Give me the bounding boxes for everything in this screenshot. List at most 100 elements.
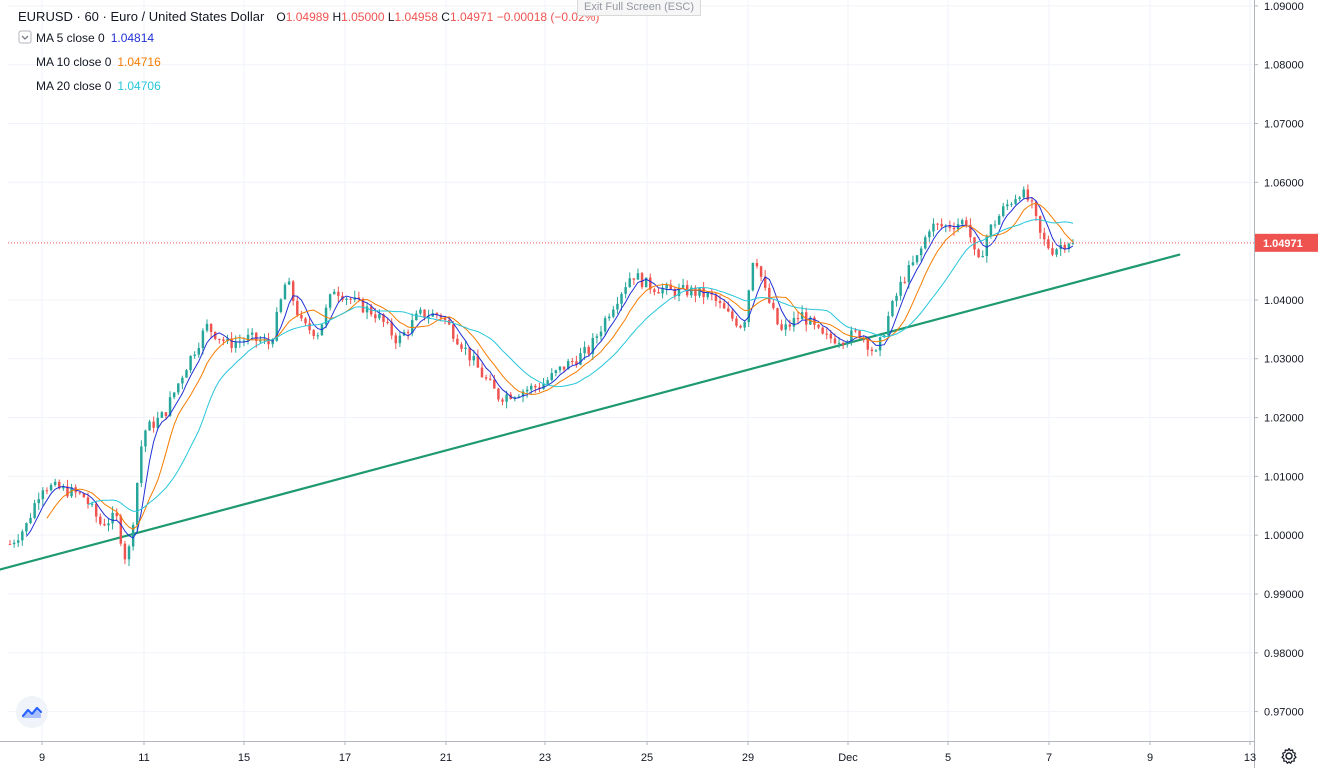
candle	[300, 310, 303, 322]
candle	[735, 316, 738, 328]
indicator-row-ma5[interactable]: MA 5 close 0 1.04814	[18, 26, 599, 50]
candle	[304, 317, 307, 326]
tradingview-logo-icon[interactable]	[16, 696, 48, 728]
candle	[337, 286, 340, 302]
candle	[472, 349, 476, 366]
candle	[731, 308, 734, 322]
candle	[480, 363, 484, 378]
candle	[218, 338, 221, 344]
candle	[681, 278, 685, 290]
candle	[45, 487, 49, 495]
candle	[661, 283, 664, 299]
candle	[636, 268, 640, 280]
candle	[427, 309, 430, 324]
candle	[181, 375, 184, 390]
close-value: 1.04971	[449, 9, 494, 24]
candle	[193, 351, 196, 359]
candle	[324, 304, 328, 329]
candle	[29, 513, 32, 525]
candle	[312, 329, 315, 340]
candle	[177, 383, 180, 395]
candle	[768, 283, 771, 304]
candle	[246, 328, 250, 345]
candle	[99, 513, 102, 526]
trendline[interactable]	[0, 253, 1181, 581]
candle	[1006, 199, 1009, 211]
x-tick-label: 9	[39, 752, 45, 764]
x-tick-label: 9	[1147, 752, 1153, 764]
candle	[328, 293, 332, 311]
candle	[226, 334, 229, 345]
candle	[763, 270, 767, 291]
candle	[8, 540, 12, 545]
gear-icon[interactable]	[1278, 745, 1300, 767]
candle	[755, 258, 759, 269]
candle	[21, 529, 24, 546]
candle	[189, 355, 192, 374]
indicator-row-ma20[interactable]: MA 20 close 0 1.04706	[18, 74, 599, 98]
candle	[201, 328, 205, 355]
y-tick-label: 1.04000	[1264, 295, 1304, 307]
candle	[296, 295, 299, 318]
candle	[669, 279, 673, 290]
candle	[677, 283, 681, 302]
candle	[501, 397, 504, 406]
candle	[283, 282, 287, 300]
candle	[673, 286, 677, 300]
y-tick-label: 0.99000	[1264, 589, 1304, 601]
y-tick-label: 0.98000	[1264, 648, 1304, 660]
candle	[571, 357, 574, 366]
candle	[431, 309, 434, 317]
candle	[743, 320, 746, 332]
x-tick-label: 21	[440, 752, 452, 764]
x-tick-label: 7	[1046, 752, 1052, 764]
candle	[37, 492, 40, 510]
candle	[33, 499, 36, 520]
candle	[316, 332, 320, 340]
candle	[538, 383, 541, 392]
x-tick-label: 5	[945, 752, 951, 764]
candle	[870, 346, 874, 356]
candle	[657, 288, 660, 294]
exit-fullscreen-button[interactable]: Exit Full Screen (ESC)	[577, 0, 702, 16]
candle	[1055, 247, 1058, 258]
indicator-row-ma10[interactable]: MA 10 close 0 1.04716	[18, 50, 599, 74]
symbol-title[interactable]: EURUSD · 60 · Euro / United States Dolla…	[18, 9, 265, 24]
chart-legend: EURUSD · 60 · Euro / United States Dolla…	[18, 9, 599, 98]
candle	[817, 324, 820, 330]
candle	[1038, 215, 1042, 240]
open-label: O	[276, 9, 286, 24]
candle	[398, 331, 402, 347]
candle	[603, 315, 607, 337]
candle	[12, 539, 16, 548]
candle	[710, 288, 714, 301]
candle	[1030, 196, 1034, 209]
candle	[924, 235, 927, 250]
candle	[74, 484, 77, 498]
candle	[460, 342, 463, 352]
grid	[8, 0, 1254, 741]
svg-text:1.04971: 1.04971	[1263, 238, 1303, 250]
candle	[837, 337, 841, 349]
candle	[825, 327, 828, 340]
candle	[1014, 194, 1017, 205]
candle	[168, 391, 172, 418]
candle	[903, 276, 906, 284]
candle	[780, 319, 783, 332]
candle	[846, 339, 849, 348]
candle	[267, 332, 270, 350]
candle	[287, 277, 291, 285]
candle	[575, 355, 578, 368]
candle	[747, 289, 750, 327]
collapse-chevron-icon[interactable]	[18, 30, 36, 46]
candle	[493, 374, 496, 389]
candle	[624, 282, 627, 299]
candle	[127, 544, 131, 567]
candle	[394, 332, 398, 350]
indicator-label: MA 20 close 0	[36, 79, 112, 93]
candle	[41, 487, 45, 506]
open-value: 1.04989	[285, 9, 330, 24]
candle	[821, 326, 824, 335]
